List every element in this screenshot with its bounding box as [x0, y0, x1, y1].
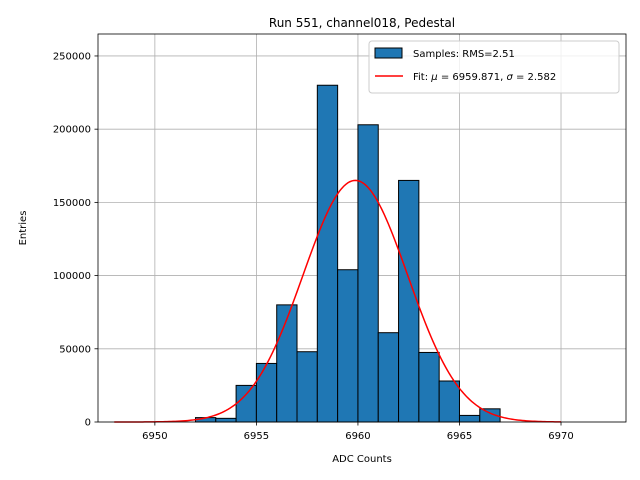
histogram-bar: [296, 351, 318, 423]
histogram-bar: [398, 179, 420, 423]
legend-label-fit: Fit: μ = 6959.871, σ = 2.582: [413, 72, 556, 83]
legend-fit-prefix: Fit:: [413, 72, 431, 83]
legend: Samples: RMS=2.51 Fit: μ = 6959.871, σ =…: [368, 40, 620, 94]
histogram-bar: [316, 84, 339, 423]
y-axis-ticks: 0 50000 100000 150000 200000 250000: [53, 51, 98, 429]
histogram-bar: [276, 304, 298, 423]
x-tick-label-3: 6965: [447, 431, 472, 442]
y-tick-label-1: 50000: [59, 344, 91, 355]
y-tick-label-3: 150000: [53, 198, 91, 209]
x-tick-label-0: 6950: [142, 431, 167, 442]
legend-swatch-samples: [374, 47, 403, 59]
x-tick-label-1: 6955: [244, 431, 269, 442]
x-tick-label-2: 6960: [345, 431, 370, 442]
x-axis-ticks: 6950 6955 6960 6965 6970: [142, 422, 574, 442]
histogram-bar: [255, 362, 278, 423]
legend-fit-mu-value: = 6959.871,: [438, 72, 507, 83]
gaussian-fit-curve: [114, 179, 562, 423]
x-tick-label-4: 6970: [548, 431, 573, 442]
y-tick-label-4: 200000: [53, 125, 91, 136]
legend-fit-mu-symbol: μ: [430, 72, 437, 83]
histogram-bar: [438, 380, 460, 423]
histogram-bar: [337, 269, 359, 423]
y-tick-label-0: 0: [85, 418, 91, 429]
histogram-bar: [418, 351, 440, 423]
plot-frame: [97, 33, 627, 423]
y-tick-label-2: 100000: [53, 271, 91, 282]
legend-box: [368, 40, 620, 94]
histogram-bar: [235, 384, 257, 423]
histogram-bar: [458, 414, 481, 423]
legend-fit-sigma-value: = 2.582: [513, 72, 556, 83]
y-tick-label-5: 250000: [53, 51, 91, 62]
histogram-bar: [377, 332, 400, 423]
legend-fit-sigma-symbol: σ: [506, 72, 513, 83]
histogram-bar: [357, 124, 379, 423]
legend-label-samples: Samples: RMS=2.51: [413, 49, 515, 60]
y-axis-label: Entries: [18, 211, 29, 246]
x-axis-label: ADC Counts: [332, 454, 392, 465]
histogram-bar: [215, 417, 237, 423]
chart-title: Run 551, channel018, Pedestal: [269, 16, 455, 30]
